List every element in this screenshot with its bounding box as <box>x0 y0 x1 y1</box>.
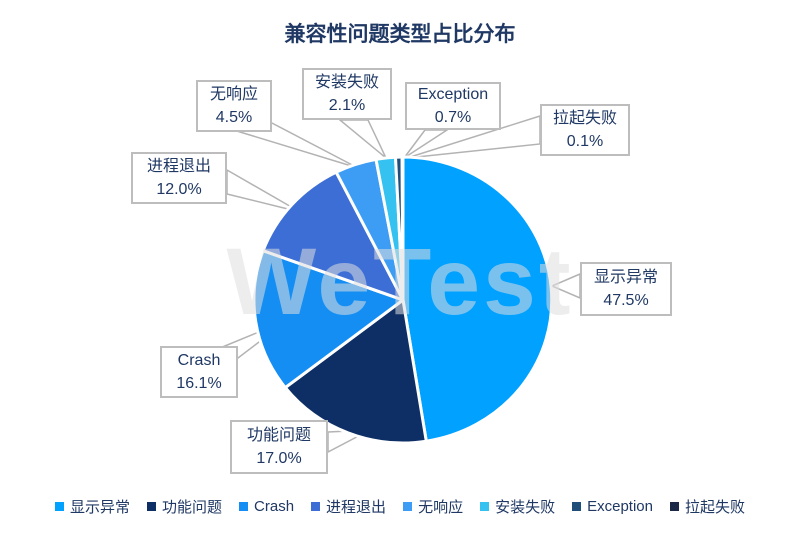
chart-legend: 显示异常 功能问题 Crash 进程退出 无响应 安装失败 Exception 拉起失败 <box>0 496 800 517</box>
pie-slice-8 <box>400 155 405 302</box>
legend-label: 拉起失败 <box>684 499 745 516</box>
leader-jinchengtuichu <box>226 168 301 213</box>
callout-value: 12.0% <box>156 181 202 198</box>
callout-value: 17.0% <box>256 450 302 467</box>
pie-slice-4 <box>261 170 405 302</box>
callout-value: 16.1% <box>176 375 222 392</box>
callout-jinchengtuichu: 进程退出 12.0% <box>131 152 227 204</box>
pie-slice-1 <box>401 155 554 443</box>
legend-label: Exception <box>587 498 653 515</box>
legend-label: Crash <box>254 498 295 515</box>
callout-gongnengwenti: 功能问题 17.0% <box>230 420 328 474</box>
callout-crash: Crash 16.1% <box>160 346 238 398</box>
legend-swatch-icon <box>239 502 249 511</box>
callout-value: 2.1% <box>328 97 366 114</box>
callout-label: 功能问题 <box>246 427 311 444</box>
legend-swatch-icon <box>480 502 490 511</box>
legend-item-1: 显示异常 <box>55 496 130 517</box>
callout-value: 4.5% <box>215 109 253 126</box>
legend-swatch-icon <box>403 502 413 511</box>
legend-item-2: 功能问题 <box>147 496 222 517</box>
callout-laqishibai: 拉起失败 0.1% <box>540 104 630 156</box>
legend-label: 显示异常 <box>70 499 131 516</box>
pie-slice-2 <box>283 298 428 445</box>
callout-xianshiyichang: 显示异常 47.5% <box>580 262 672 316</box>
legend-item-8: 拉起失败 <box>669 496 745 517</box>
callout-label: 进程退出 <box>146 158 211 175</box>
legend-item-5: 无响应 <box>403 496 463 517</box>
callout-value: 0.1% <box>566 133 604 150</box>
leader-xianshiyichang <box>550 272 581 300</box>
legend-item-6: 安装失败 <box>480 496 555 517</box>
legend-label: 功能问题 <box>162 499 223 516</box>
callout-label: Crash <box>177 352 221 369</box>
callout-label: 安装失败 <box>314 74 379 91</box>
callout-value: 0.7% <box>434 109 472 126</box>
callout-exception: Exception 0.7% <box>405 82 501 130</box>
legend-item-7: Exception <box>572 498 653 515</box>
leader-exception <box>403 129 450 159</box>
chart-title: 兼容性问题类型占比分布 <box>284 23 516 46</box>
legend-label: 进程退出 <box>326 499 387 516</box>
legend-item-4: 进程退出 <box>311 496 386 517</box>
legend-swatch-icon <box>572 502 582 511</box>
callout-label: 无响应 <box>209 86 258 103</box>
callout-label: 拉起失败 <box>552 110 617 127</box>
leader-anzhuangshibai <box>337 119 387 159</box>
callout-value: 47.5% <box>603 292 649 309</box>
legend-swatch-icon <box>147 502 157 511</box>
callout-label: 显示异常 <box>593 269 658 286</box>
callout-label: Exception <box>417 86 489 103</box>
legend-swatch-icon <box>669 502 679 511</box>
legend-label: 安装失败 <box>495 499 556 516</box>
pie-slices <box>252 155 554 445</box>
callout-wuxiangying: 无响应 4.5% <box>196 80 272 132</box>
pie-slice-3 <box>252 249 405 390</box>
legend-item-3: Crash <box>239 498 294 515</box>
callout-anzhuangshibai: 安装失败 2.1% <box>302 68 392 120</box>
legend-label: 无响应 <box>418 499 464 516</box>
legend-swatch-icon <box>55 502 64 511</box>
legend-swatch-icon <box>311 502 321 511</box>
